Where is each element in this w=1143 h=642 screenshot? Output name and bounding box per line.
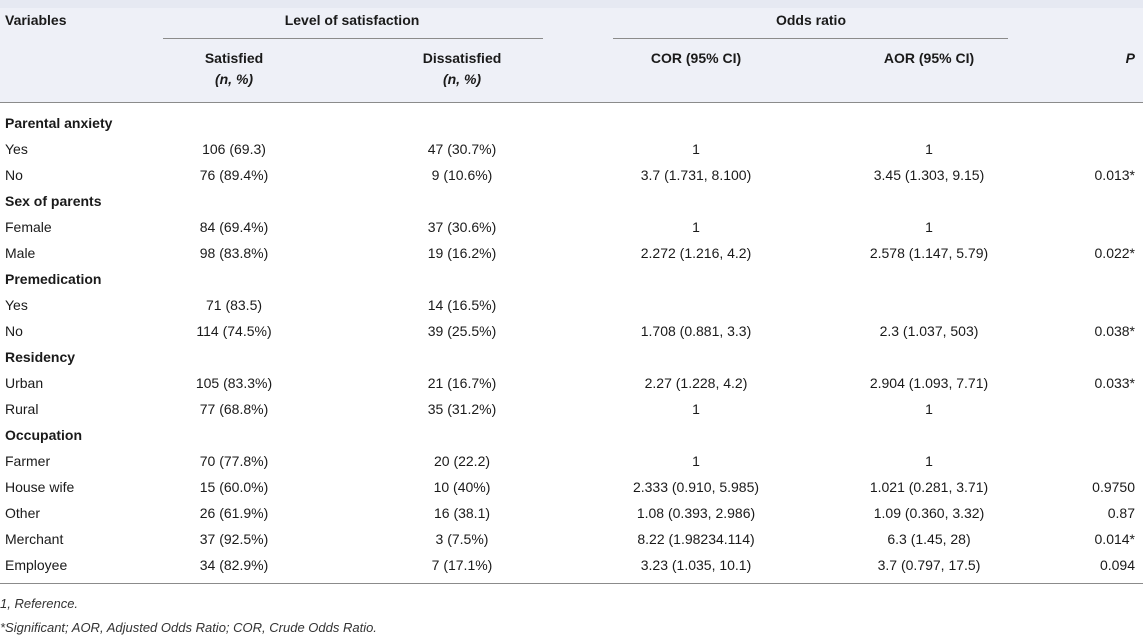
satisfied-cell: 84 (69.4%) [199, 219, 269, 235]
row-label: Farmer [5, 453, 51, 469]
category-label: Residency [5, 349, 76, 365]
dissatisfied-cell: 39 (25.5%) [427, 323, 497, 339]
p-cell: 0.014* [1094, 531, 1135, 547]
satisfied-cell: 77 (68.8%) [199, 401, 269, 417]
dissatisfied-cell: 9 (10.6%) [431, 167, 493, 183]
p-cell: 0.033* [1094, 375, 1135, 391]
header-dissatisfied-sub: (n, %) [442, 71, 482, 87]
table-bottom-rule [0, 583, 1143, 584]
aor-cell: 2.578 (1.147, 5.79) [869, 245, 989, 261]
aor-cell: 3.45 (1.303, 9.15) [873, 167, 985, 183]
cor-cell: 3.7 (1.731, 8.100) [640, 167, 752, 183]
satisfied-cell: 37 (92.5%) [199, 531, 269, 547]
cor-cell: 8.22 (1.98234.114) [637, 531, 755, 547]
p-cell: 0.9750 [1092, 479, 1135, 495]
aor-cell: 1.09 (0.360, 3.32) [873, 505, 985, 521]
satisfied-cell: 26 (61.9%) [199, 505, 269, 521]
satisfied-cell: 34 (82.9%) [199, 557, 269, 573]
row-label: Yes [5, 141, 28, 157]
cor-cell: 1 [692, 453, 700, 469]
level-underline [163, 38, 543, 39]
footnote-significance: *Significant; AOR, Adjusted Odds Ratio; … [0, 620, 377, 635]
p-cell: 0.094 [1099, 557, 1135, 573]
row-label: Other [5, 505, 41, 521]
row-label: Rural [5, 401, 39, 417]
satisfied-cell: 98 (83.8%) [199, 245, 269, 261]
row-label: Yes [5, 297, 28, 313]
satisfied-cell: 15 (60.0%) [199, 479, 269, 495]
satisfied-cell: 71 (83.5) [205, 297, 263, 313]
dissatisfied-cell: 37 (30.6%) [427, 219, 497, 235]
header-variables: Variables [5, 12, 67, 28]
aor-cell: 2.904 (1.093, 7.71) [869, 375, 989, 391]
top-stripe [0, 0, 1143, 8]
p-cell: 0.87 [1107, 505, 1135, 521]
aor-cell: 1 [925, 401, 933, 417]
row-label: Male [5, 245, 36, 261]
dissatisfied-cell: 35 (31.2%) [427, 401, 497, 417]
header-satisfied-sub: (n, %) [214, 71, 254, 87]
header-bottom-rule [0, 102, 1143, 103]
dissatisfied-cell: 20 (22.2) [433, 453, 491, 469]
aor-cell: 1 [925, 141, 933, 157]
odds-underline [613, 38, 1008, 39]
header-band [0, 8, 1143, 102]
dissatisfied-cell: 16 (38.1) [433, 505, 491, 521]
cor-cell: 1 [692, 141, 700, 157]
dissatisfied-cell: 21 (16.7%) [427, 375, 497, 391]
row-label: House wife [5, 479, 75, 495]
row-label: Female [5, 219, 52, 235]
cor-cell: 1.708 (0.881, 3.3) [640, 323, 752, 339]
row-label: No [5, 167, 23, 183]
cor-cell: 1.08 (0.393, 2.986) [636, 505, 756, 521]
cor-cell: 2.272 (1.216, 4.2) [640, 245, 752, 261]
cor-cell: 1 [692, 401, 700, 417]
cor-cell: 2.333 (0.910, 5.985) [632, 479, 760, 495]
dissatisfied-cell: 7 (17.1%) [431, 557, 493, 573]
dissatisfied-cell: 19 (16.2%) [427, 245, 497, 261]
header-level-of-satisfaction: Level of satisfaction [284, 12, 420, 28]
header-dissatisfied: Dissatisfied [422, 50, 502, 66]
row-label: Merchant [5, 531, 64, 547]
p-cell: 0.013* [1094, 167, 1135, 183]
cor-cell: 2.27 (1.228, 4.2) [644, 375, 748, 391]
category-label: Occupation [5, 427, 83, 443]
aor-cell: 2.3 (1.037, 503) [879, 323, 979, 339]
aor-cell: 1.021 (0.281, 3.71) [869, 479, 989, 495]
satisfied-cell: 106 (69.3) [202, 141, 266, 157]
row-label: Urban [5, 375, 44, 391]
aor-cell: 3.7 (0.797, 17.5) [877, 557, 981, 573]
satisfied-cell: 114 (74.5%) [196, 323, 272, 339]
header-satisfied: Satisfied [204, 50, 264, 66]
row-label: No [5, 323, 23, 339]
header-aor: AOR (95% CI) [883, 50, 975, 66]
header-cor: COR (95% CI) [650, 50, 742, 66]
aor-cell: 6.3 (1.45, 28) [887, 531, 971, 547]
cor-cell: 1 [692, 219, 700, 235]
dissatisfied-cell: 14 (16.5%) [427, 297, 497, 313]
aor-cell: 1 [925, 219, 933, 235]
p-cell: 0.038* [1094, 323, 1135, 339]
header-p: P [1125, 50, 1135, 66]
category-label: Parental anxiety [5, 115, 113, 131]
dissatisfied-cell: 10 (40%) [433, 479, 491, 495]
footnote-reference: 1, Reference. [0, 596, 79, 611]
dissatisfied-cell: 3 (7.5%) [435, 531, 489, 547]
satisfied-cell: 70 (77.8%) [199, 453, 269, 469]
cor-cell: 3.23 (1.035, 10.1) [640, 557, 752, 573]
aor-cell: 1 [925, 453, 933, 469]
row-label: Employee [5, 557, 68, 573]
p-cell: 0.022* [1094, 245, 1135, 261]
header-odds-ratio: Odds ratio [775, 12, 847, 28]
category-label: Premedication [5, 271, 102, 287]
satisfied-cell: 105 (83.3%) [195, 375, 273, 391]
dissatisfied-cell: 47 (30.7%) [427, 141, 497, 157]
category-label: Sex of parents [5, 193, 102, 209]
satisfied-cell: 76 (89.4%) [199, 167, 269, 183]
